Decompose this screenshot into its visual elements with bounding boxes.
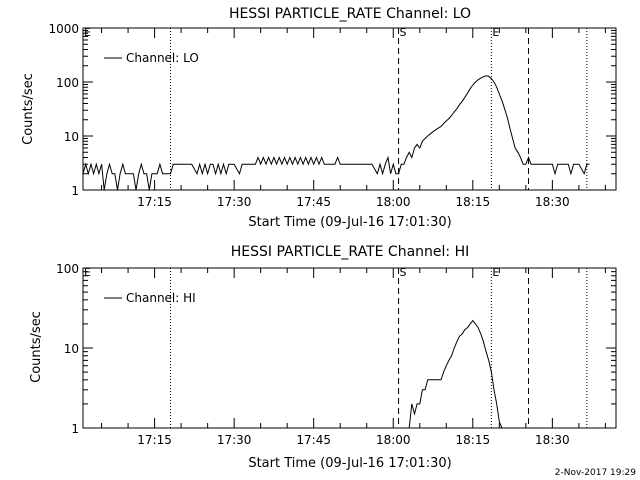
hi-y-axis-label: Counts/sec	[29, 311, 44, 383]
hi-marker-label-s: S	[400, 266, 407, 279]
lo-marker-label-e: E	[492, 26, 499, 39]
lo-legend-label: Channel: LO	[126, 51, 199, 65]
hi-x-tick-label-1745: 17:45	[296, 433, 331, 447]
hi-axis-ticks: 1 10 100 17:15 17:30 17:45 18:00 18:15 18:30	[56, 262, 616, 447]
hi-marker-label-e: E	[492, 266, 499, 279]
hi-legend-label: Channel: HI	[126, 291, 196, 305]
lo-x-tick-label-1830: 18:30	[535, 195, 570, 209]
lo-x-tick-label-1715: 17:15	[137, 195, 172, 209]
hi-y-tick-label-0: 1	[71, 422, 79, 436]
hi-x-tick-label-1830: 18:30	[535, 433, 570, 447]
lo-series-group	[82, 75, 590, 191]
lo-y-tick-label-2: 100	[56, 76, 79, 90]
hi-x-tick-label-1730: 17:30	[217, 433, 252, 447]
lo-marker-lines	[170, 28, 588, 190]
lo-x-tick-label-1815: 18:15	[456, 195, 491, 209]
hi-x-tick-label-1815: 18:15	[456, 433, 491, 447]
hi-x-tick-label-1800: 18:00	[376, 433, 411, 447]
hi-x-axis-label: Start Time (09-Jul-16 17:01:30)	[248, 456, 451, 471]
hi-y-tick-label-2: 100	[56, 262, 79, 276]
hi-series-line-0	[408, 319, 503, 429]
lo-y-axis-label: Counts/sec	[21, 73, 36, 145]
lo-x-tick-label-1745: 17:45	[296, 195, 331, 209]
lo-series-line-0	[82, 75, 590, 191]
generation-timestamp: 2-Nov-2017 19:29	[555, 468, 637, 478]
hi-series-group	[408, 319, 503, 429]
lo-corner-label: E	[84, 26, 91, 39]
hi-marker-lines	[170, 268, 588, 428]
hi-y-tick-label-1: 10	[64, 342, 79, 356]
hi-corner-label: E	[84, 266, 91, 279]
lo-plot-frame	[82, 27, 617, 191]
lo-y-tick-label-3: 1000	[48, 22, 79, 36]
hi-chart-title: HESSI PARTICLE_RATE Channel: HI	[231, 244, 469, 260]
lo-y-tick-label-1: 10	[64, 130, 79, 144]
lo-marker-label-s: S	[400, 26, 407, 39]
lo-x-tick-label-1730: 17:30	[217, 195, 252, 209]
lo-axis-ticks: 1 10 100 1000 17:15 17:30 17:45 18:00 18:15 18:30	[48, 22, 616, 209]
lo-x-axis-label: Start Time (09-Jul-16 17:01:30)	[248, 215, 451, 230]
lo-channel-panel: HESSI PARTICLE_RATE Channel: LO Counts/s…	[21, 6, 617, 230]
lo-x-tick-label-1800: 18:00	[376, 195, 411, 209]
hi-x-tick-label-1715: 17:15	[137, 433, 172, 447]
lo-chart-title: HESSI PARTICLE_RATE Channel: LO	[229, 6, 471, 22]
hi-channel-panel: HESSI PARTICLE_RATE Channel: HI Counts/s…	[29, 244, 617, 471]
lo-y-tick-label-0: 1	[71, 184, 79, 198]
hi-legend: Channel: HI	[104, 291, 196, 305]
lo-legend: Channel: LO	[104, 51, 199, 65]
